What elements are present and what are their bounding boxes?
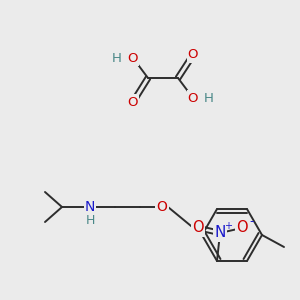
Text: -: - (250, 215, 254, 229)
Text: O: O (157, 200, 167, 214)
Text: O: O (128, 95, 138, 109)
Text: H: H (204, 92, 214, 104)
Text: O: O (128, 52, 138, 64)
Text: O: O (188, 92, 198, 104)
Text: N: N (214, 226, 226, 241)
Text: O: O (236, 220, 248, 236)
Text: +: + (224, 221, 232, 231)
Text: H: H (112, 52, 122, 64)
Text: H: H (85, 214, 95, 226)
Text: O: O (188, 49, 198, 62)
Text: O: O (192, 220, 204, 236)
Text: N: N (85, 200, 95, 214)
